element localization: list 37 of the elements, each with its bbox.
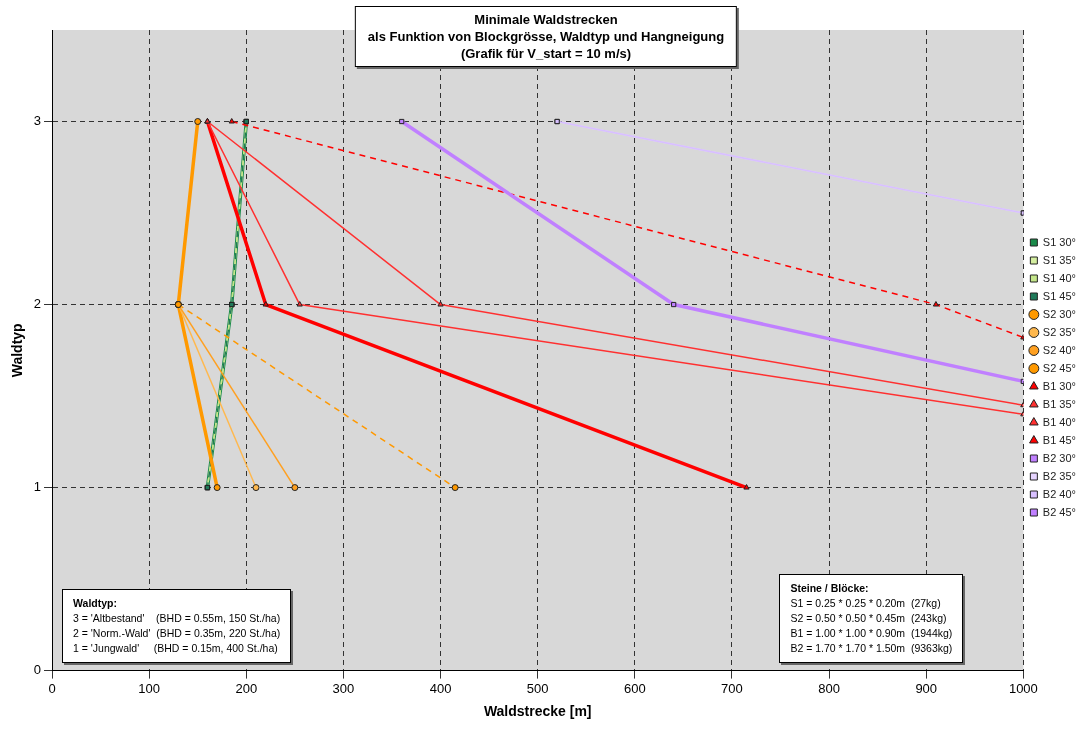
- x-tick-label: 500: [526, 680, 549, 696]
- legend-label: B2 40°: [1042, 487, 1077, 500]
- y-tick-label: 3: [33, 113, 42, 129]
- text: als Funktion von Blockgrösse, Waldtyp und Hangneigung (Grafik für V_start = 10 m/s): [367, 28, 725, 62]
- legend-label: S1 40°: [1042, 271, 1077, 284]
- annotation: Steine / Blöcke: S1 = 0.25 * 0.25 * 0.20m (27kg) S2 = 0.50 * 0.50 * 0.45m (243kg) B1 = 1.00 * 1.00 * 0.90m (1944kg) B2 = 1.70 * 1.70 * 1.50m (9363kg): [790, 580, 953, 656]
- x-tick-label: 400: [429, 680, 452, 696]
- x-tick-label: 700: [721, 680, 743, 696]
- y-axis-title: Waldtyp: [9, 323, 26, 378]
- y-tick-label: 2: [33, 296, 42, 312]
- legend-label: B1 45°: [1042, 433, 1077, 446]
- x-tick-label: 600: [623, 680, 646, 696]
- x-tick-label: 900: [915, 680, 938, 696]
- legend-label: S2 40°: [1042, 343, 1077, 356]
- legend-label: S1 35°: [1042, 253, 1077, 266]
- chart-title: Minimale Waldstrecken: [473, 11, 619, 28]
- x-tick-label: 200: [235, 680, 258, 696]
- y-tick-label: 0: [33, 662, 42, 678]
- legend-label: B1 30°: [1042, 379, 1077, 392]
- x-tick-label: 0: [48, 680, 56, 696]
- legend-label: S2 45°: [1042, 361, 1077, 374]
- legend-label: S1 45°: [1042, 289, 1077, 302]
- x-tick-label: 1000: [1008, 680, 1038, 696]
- x-tick-label: 100: [138, 680, 161, 696]
- legend-label: S2 30°: [1042, 307, 1077, 320]
- legend-label: S2 35°: [1042, 325, 1077, 338]
- x-axis-title: Waldstrecke [m]: [483, 703, 592, 720]
- annotation: Waldtyp: 3 = 'Altbestand' (BHD = 0.55m, 150 St./ha) 2 = 'Norm.-Wald' (BHD = 0.35m, 220 St./ha) 1 = 'Jungwald' (BHD = 0.15m, 400 St./ha): [73, 595, 281, 656]
- y-tick-label: 1: [33, 479, 42, 495]
- x-tick-label: 800: [818, 680, 840, 696]
- legend-label: B1 35°: [1042, 397, 1077, 410]
- legend-label: S1 30°: [1042, 235, 1077, 248]
- x-tick-label: 300: [332, 680, 355, 696]
- legend-label: B2 45°: [1042, 505, 1077, 518]
- legend-label: B1 40°: [1042, 415, 1077, 428]
- legend-label: B2 30°: [1042, 451, 1077, 464]
- legend-label: B2 35°: [1042, 469, 1077, 482]
